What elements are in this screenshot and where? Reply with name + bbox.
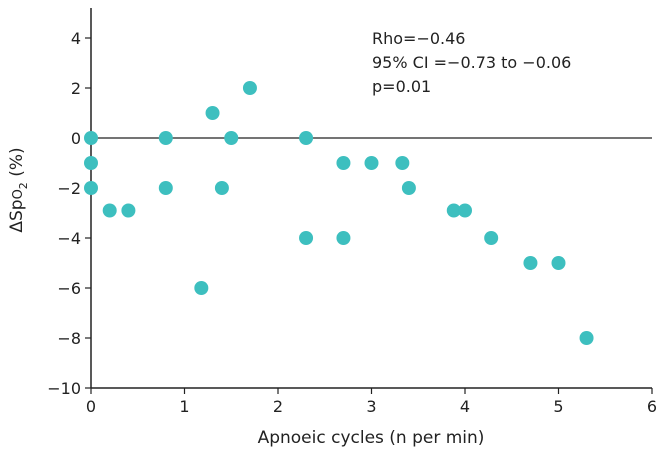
data-point [102,203,117,218]
data-point [84,181,98,195]
y-tick-label: −6 [57,279,81,298]
data-point [458,203,472,218]
x-tick-label: 0 [86,397,96,416]
data-point [242,81,257,95]
data-point [551,256,566,270]
x-tick-label: 5 [553,397,563,416]
data-point [336,231,351,245]
x-tick-label: 4 [460,397,470,416]
data-point [121,203,136,218]
data-point [579,331,594,345]
x-tick-label: 2 [273,397,283,416]
x-tick-label: 3 [366,397,376,416]
y-tick-label: 4 [71,29,81,48]
y-axis-label-subscript: 2 [17,182,30,189]
y-tick-label: −10 [47,379,81,398]
data-point [299,231,314,245]
data-point [224,131,239,145]
y-axis-label-unit: (%) [7,147,27,182]
data-point [194,281,209,295]
y-tick-label: 2 [71,79,81,98]
data-point [299,131,314,145]
y-tick-label: −2 [57,179,81,198]
y-tick-label: 0 [71,129,81,148]
data-point [364,156,379,170]
data-point [158,131,173,145]
data-point [484,231,499,245]
y-tick-label: −8 [57,329,81,348]
data-point [395,156,410,170]
data-point [401,181,416,195]
axes [90,8,652,389]
data-point [523,256,538,270]
data-point [84,131,98,145]
x-axis-label: Apnoeic cycles (n per min) [258,428,485,448]
x-tick-label: 6 [647,397,657,416]
data-point [214,181,229,195]
annotation-p-value: p=0.01 [372,77,431,96]
axis-ticks: 0 1 2 3 4 5 6 −10 −8 −6 −4 −2 0 2 4 [47,29,657,416]
y-axis-label: ΔSpO2 (%) [7,147,30,232]
annotation-rho: Rho=−0.46 [372,29,465,48]
data-point [158,181,173,195]
data-points [84,81,594,345]
y-axis-label-main: ΔSp [7,199,27,232]
data-point [205,106,220,120]
y-axis-label-o: O [11,189,26,199]
y-tick-label: −4 [57,229,81,248]
data-point [336,156,351,170]
data-point [84,156,98,170]
data-point [446,203,461,218]
annotation-ci: 95% CI =−0.73 to −0.06 [372,53,571,72]
x-tick-label: 1 [179,397,189,416]
